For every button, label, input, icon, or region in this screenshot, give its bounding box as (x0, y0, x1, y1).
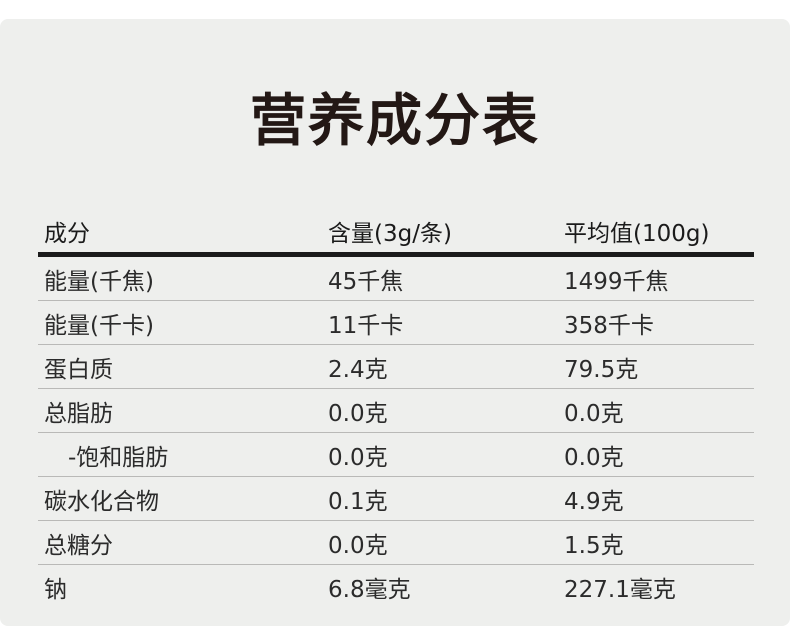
table-row: 总糖分 0.0克 1.5克 (38, 521, 754, 565)
table-row: 蛋白质 2.4克 79.5克 (38, 345, 754, 389)
row-per-serving: 0.0克 (328, 444, 388, 471)
table-row: 能量(千焦) 45千焦 1499千焦 (38, 257, 754, 301)
row-name: 碳水化合物 (44, 488, 159, 515)
row-per-serving: 6.8毫克 (328, 577, 411, 603)
table-row: 碳水化合物 0.1克 4.9克 (38, 477, 754, 521)
row-per-100g: 79.5克 (564, 356, 639, 383)
row-per-serving: 0.1克 (328, 488, 388, 515)
row-per-100g: 1.5克 (564, 532, 624, 559)
row-name: 总脂肪 (44, 400, 113, 427)
table-header-row: 成分 含量(3g/条) 平均值(100g) (38, 209, 754, 257)
row-name: 蛋白质 (44, 356, 113, 383)
row-name: 能量(千卡) (44, 312, 154, 339)
row-per-100g: 0.0克 (564, 400, 624, 427)
row-per-serving: 45千焦 (328, 268, 404, 295)
page-title: 营养成分表 (250, 89, 540, 154)
nutrition-table: 成分 含量(3g/条) 平均值(100g) 能量(千焦) 45千焦 1499千焦… (38, 209, 754, 609)
row-per-serving: 11千卡 (328, 312, 404, 339)
row-name: -饱和脂肪 (68, 444, 169, 471)
table-row: 钠 6.8毫克 227.1毫克 (38, 565, 754, 609)
row-name: 能量(千焦) (44, 268, 154, 295)
header-per-100g: 平均值(100g) (564, 220, 710, 247)
row-name: 钠 (44, 577, 67, 603)
row-per-serving: 0.0克 (328, 532, 388, 559)
row-per-100g: 358千卡 (564, 312, 654, 339)
table-row: 总脂肪 0.0克 0.0克 (38, 389, 754, 433)
row-per-serving: 0.0克 (328, 400, 388, 427)
header-name: 成分 (44, 220, 90, 247)
row-per-100g: 4.9克 (564, 488, 624, 515)
table-row: 能量(千卡) 11千卡 358千卡 (38, 301, 754, 345)
row-per-100g: 227.1毫克 (564, 577, 676, 603)
header-per-serving: 含量(3g/条) (328, 220, 452, 247)
row-per-100g: 0.0克 (564, 444, 624, 471)
row-name: 总糖分 (44, 532, 113, 559)
row-per-serving: 2.4克 (328, 356, 388, 383)
table-row: -饱和脂肪 0.0克 0.0克 (38, 433, 754, 477)
row-per-100g: 1499千焦 (564, 268, 669, 295)
nutrition-panel: 营养成分表 成分 含量(3g/条) 平均值(100g) 能量(千焦) 45千焦 … (0, 19, 790, 626)
